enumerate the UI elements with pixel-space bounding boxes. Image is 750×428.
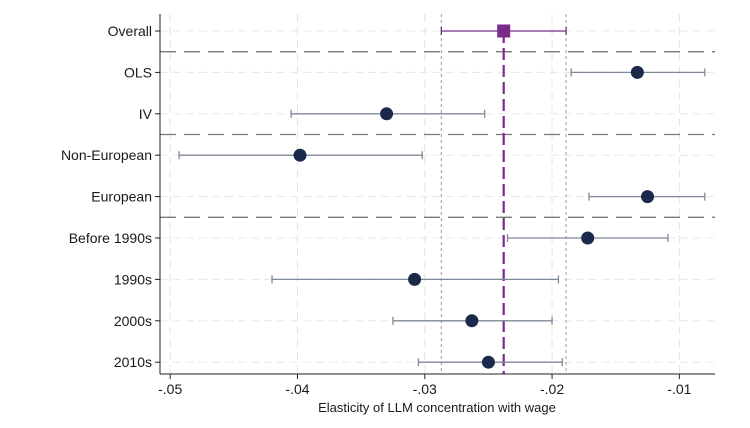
y-tick-label: IV <box>139 106 153 122</box>
y-tick-label: Non-European <box>61 147 152 163</box>
y-tick-label: 2010s <box>114 354 152 370</box>
point-estimate-square <box>497 24 511 38</box>
point-estimate-circle <box>408 272 422 286</box>
point-estimate-circle <box>581 231 595 245</box>
point-estimate-circle <box>380 107 394 121</box>
grid-lines <box>160 14 715 374</box>
group-separators <box>160 51 715 218</box>
x-tick-label: -.05 <box>158 381 182 397</box>
x-tick-labels: -.05 -.04 -.03 -.02 -.01 <box>158 381 692 397</box>
y-tick-label: OLS <box>124 64 152 80</box>
x-tick-label: -.04 <box>285 381 309 397</box>
x-axis-title: Elasticity of LLM concentration with wag… <box>318 400 556 415</box>
x-tick-label: -.02 <box>540 381 564 397</box>
axes <box>155 14 715 379</box>
point-estimate-circle <box>293 148 307 162</box>
y-tick-labels: Overall OLS IV Non-European European Before 1… <box>61 23 153 370</box>
y-tick-label: 2000s <box>114 313 152 329</box>
point-estimates <box>293 24 655 369</box>
x-tick-label: -.01 <box>667 381 691 397</box>
x-tick-label: -.03 <box>413 381 437 397</box>
point-estimate-circle <box>481 355 495 369</box>
point-estimate-circle <box>641 190 655 204</box>
y-tick-label: Overall <box>108 23 152 39</box>
y-tick-label: European <box>91 189 152 205</box>
y-tick-label: 1990s <box>114 271 152 287</box>
reference-band-lines <box>440 14 567 374</box>
point-estimate-circle <box>465 314 479 328</box>
y-tick-label: Before 1990s <box>69 230 152 246</box>
point-estimate-circle <box>630 65 644 79</box>
